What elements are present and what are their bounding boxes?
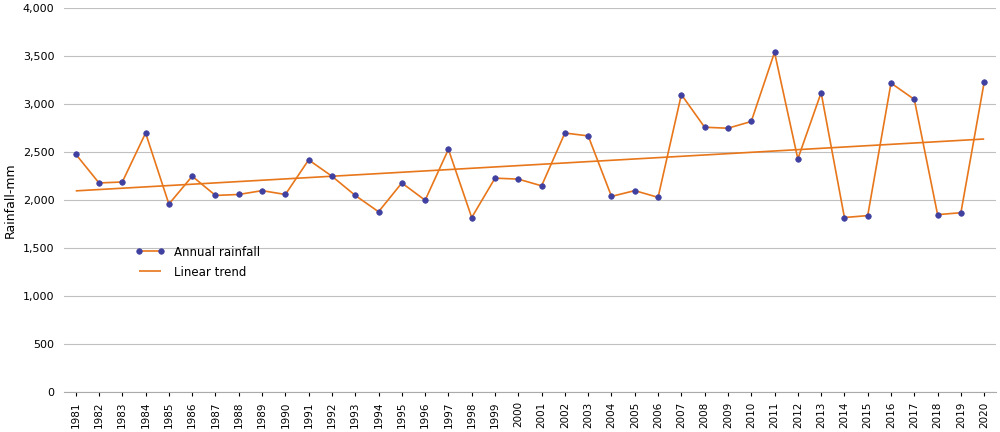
Annual rainfall (116, 179, 128, 184)
Annual rainfall (303, 157, 315, 162)
Line: Annual rainfall: Annual rainfall (73, 50, 987, 220)
Linear trend (419, 168, 431, 174)
Linear trend (536, 162, 548, 167)
Linear trend (792, 147, 804, 152)
Linear trend (116, 186, 128, 191)
Linear trend (838, 144, 850, 149)
Linear trend (512, 163, 524, 168)
Linear trend (675, 154, 687, 159)
Annual rainfall (885, 80, 897, 86)
Annual rainfall (233, 192, 245, 197)
Annual rainfall (629, 188, 641, 193)
Linear trend (885, 142, 897, 147)
Linear trend (326, 174, 338, 179)
Annual rainfall (326, 174, 338, 179)
Y-axis label: Rainfall-mm: Rainfall-mm (4, 162, 17, 238)
Linear trend (442, 167, 454, 172)
Linear trend (722, 151, 734, 156)
Annual rainfall (349, 193, 361, 198)
Annual rainfall (419, 198, 431, 203)
Linear trend (815, 146, 827, 151)
Linear trend (209, 180, 221, 185)
Annual rainfall (373, 209, 385, 214)
Annual rainfall (652, 195, 664, 200)
Linear trend (466, 166, 478, 171)
Annual rainfall (186, 174, 198, 179)
Annual rainfall (512, 177, 524, 182)
Annual rainfall (769, 50, 781, 55)
Linear trend (396, 170, 408, 175)
Annual rainfall (489, 175, 501, 181)
Annual rainfall (862, 213, 874, 218)
Linear trend (932, 139, 944, 144)
Annual rainfall (140, 130, 152, 136)
Annual rainfall (536, 183, 548, 188)
Linear trend (769, 148, 781, 153)
Linear trend (605, 158, 617, 163)
Annual rainfall (978, 79, 990, 85)
Linear trend (955, 138, 967, 143)
Linear trend (652, 155, 664, 160)
Annual rainfall (838, 215, 850, 220)
Annual rainfall (279, 192, 291, 197)
Linear trend (140, 184, 152, 190)
Linear trend (279, 176, 291, 181)
Linear trend (349, 172, 361, 178)
Linear trend (629, 156, 641, 162)
Linear trend (978, 137, 990, 142)
Linear trend (186, 181, 198, 187)
Legend: Annual rainfall, Linear trend: Annual rainfall, Linear trend (135, 246, 260, 279)
Annual rainfall (932, 212, 944, 217)
Linear trend (303, 175, 315, 180)
Annual rainfall (442, 147, 454, 152)
Annual rainfall (559, 130, 571, 136)
Linear trend (559, 160, 571, 165)
Annual rainfall (466, 215, 478, 220)
Linear trend (699, 152, 711, 158)
Annual rainfall (582, 133, 594, 139)
Annual rainfall (93, 180, 105, 185)
Line: Linear trend: Linear trend (76, 139, 984, 191)
Annual rainfall (908, 97, 920, 102)
Annual rainfall (209, 193, 221, 198)
Linear trend (908, 140, 920, 146)
Annual rainfall (699, 125, 711, 130)
Linear trend (93, 187, 105, 192)
Annual rainfall (745, 119, 757, 124)
Linear trend (745, 150, 757, 155)
Linear trend (582, 159, 594, 164)
Annual rainfall (396, 180, 408, 185)
Annual rainfall (605, 194, 617, 199)
Annual rainfall (722, 126, 734, 131)
Linear trend (70, 188, 82, 194)
Linear trend (489, 164, 501, 169)
Annual rainfall (815, 90, 827, 95)
Annual rainfall (163, 201, 175, 206)
Annual rainfall (675, 92, 687, 97)
Linear trend (233, 179, 245, 184)
Linear trend (163, 183, 175, 188)
Annual rainfall (70, 152, 82, 157)
Linear trend (862, 143, 874, 148)
Linear trend (256, 178, 268, 183)
Annual rainfall (792, 156, 804, 162)
Linear trend (373, 171, 385, 176)
Annual rainfall (256, 188, 268, 193)
Annual rainfall (955, 210, 967, 215)
